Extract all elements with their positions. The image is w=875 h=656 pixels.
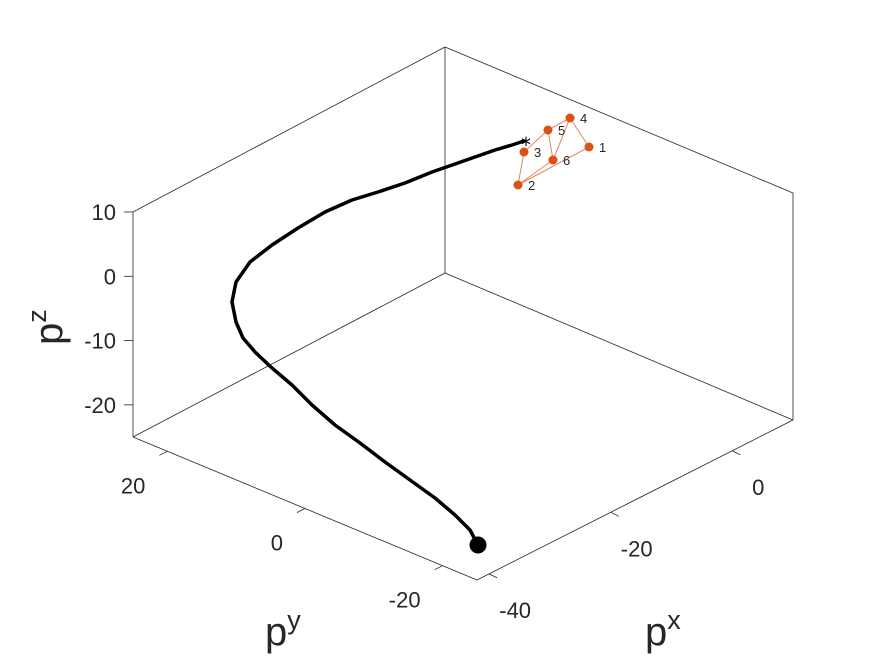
formation-node-label: 5 <box>558 123 565 138</box>
y-tick <box>434 565 443 571</box>
formation-node-label: 6 <box>563 153 570 168</box>
formation-node-label: 4 <box>580 111 587 126</box>
formation-node-label: 1 <box>599 140 606 155</box>
x-axis-label: px <box>645 605 681 654</box>
formation-node <box>584 142 594 152</box>
formation-graph: 1 2 3 45 6 <box>513 111 606 193</box>
formation-edge <box>569 117 590 148</box>
formation-node <box>543 125 553 135</box>
x-tick-label: 0 <box>752 475 764 500</box>
x-tick <box>732 450 741 456</box>
y-tick-label: 0 <box>271 531 283 556</box>
box-edge <box>132 272 446 438</box>
end-marker: * <box>521 133 531 157</box>
y-tick <box>159 450 168 456</box>
x-tick-label: -40 <box>499 598 531 623</box>
z-axis-label: pz <box>22 309 71 345</box>
formation-node <box>548 155 558 165</box>
z-tick-label: 0 <box>104 264 116 289</box>
formation-edge <box>517 151 525 186</box>
trajectory-line <box>230 139 526 547</box>
formation-edge <box>552 117 571 161</box>
z-tick-label: -10 <box>84 329 116 354</box>
formation-node <box>565 113 575 123</box>
y-tick <box>296 508 306 513</box>
formation-edge <box>547 129 554 161</box>
formation-edge <box>523 129 549 153</box>
y-axis-label: py <box>265 605 301 654</box>
x-tick <box>488 573 498 579</box>
formation-edge <box>517 146 590 186</box>
axis-ticks: -20 -10 0 10 -20 0 20 -40 -20 0 <box>84 200 764 623</box>
formation-node <box>519 147 529 157</box>
y-tick-label: 20 <box>121 473 145 498</box>
z-tick-label: 10 <box>92 200 116 225</box>
x-tick <box>610 511 619 517</box>
x-tick-label: -20 <box>621 536 653 561</box>
box-edge <box>444 272 794 421</box>
y-tick-label: -20 <box>389 588 421 613</box>
trajectory: * <box>230 133 531 554</box>
formation-node-label: 2 <box>528 178 535 193</box>
formation-node <box>513 180 523 190</box>
formation-edge <box>517 159 554 186</box>
start-marker <box>469 536 487 554</box>
box-edge <box>476 419 794 581</box>
box-edge <box>132 46 446 213</box>
axes-box <box>132 46 794 581</box>
z-tick-label: -20 <box>84 393 116 418</box>
formation-node-label: 3 <box>534 145 541 160</box>
box-edge <box>444 46 794 194</box>
